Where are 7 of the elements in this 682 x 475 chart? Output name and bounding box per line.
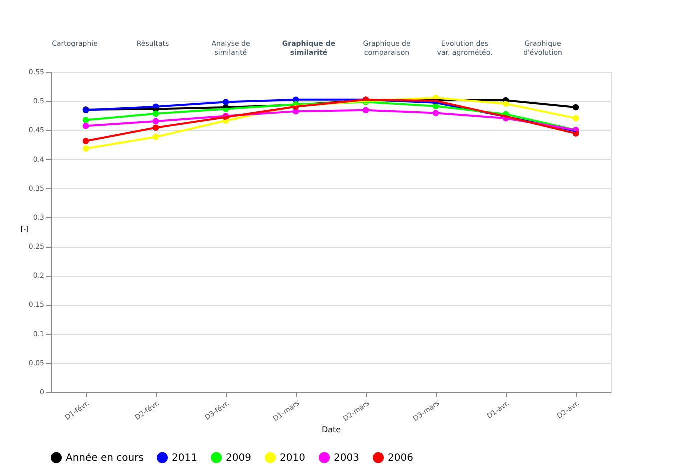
legend-label: 2011 bbox=[172, 452, 198, 464]
legend-label: 2003 bbox=[334, 452, 360, 464]
legend-label: 2009 bbox=[226, 452, 252, 464]
x-axis-title: Date bbox=[322, 425, 342, 434]
legend-label: Année en cours bbox=[66, 452, 144, 464]
legend-label: 2006 bbox=[388, 452, 414, 464]
legend-label: 2010 bbox=[280, 452, 306, 464]
